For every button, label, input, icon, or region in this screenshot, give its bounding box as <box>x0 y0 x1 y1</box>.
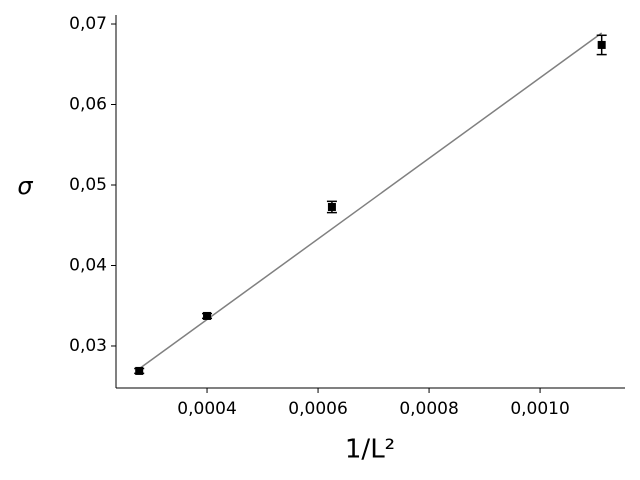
y-tick-label: 0,04 <box>69 255 107 275</box>
x-tick-label: 0,0010 <box>510 399 569 419</box>
x-tick-label: 0,0006 <box>288 399 347 419</box>
x-tick-label: 0,0004 <box>177 399 236 419</box>
y-tick-label: 0,03 <box>69 336 107 356</box>
y-tick-label: 0,06 <box>69 95 107 115</box>
point <box>135 366 144 375</box>
x-tick-label: 0,0008 <box>399 399 458 419</box>
point <box>203 311 212 320</box>
fit-line <box>138 32 603 370</box>
x-axis-label: 1/L² <box>345 435 395 465</box>
y-tick-label: 0,05 <box>69 175 107 195</box>
point <box>597 40 606 49</box>
y-tick-label: 0,07 <box>69 14 107 34</box>
y-axis-label: σ <box>17 172 33 200</box>
point <box>327 202 336 211</box>
